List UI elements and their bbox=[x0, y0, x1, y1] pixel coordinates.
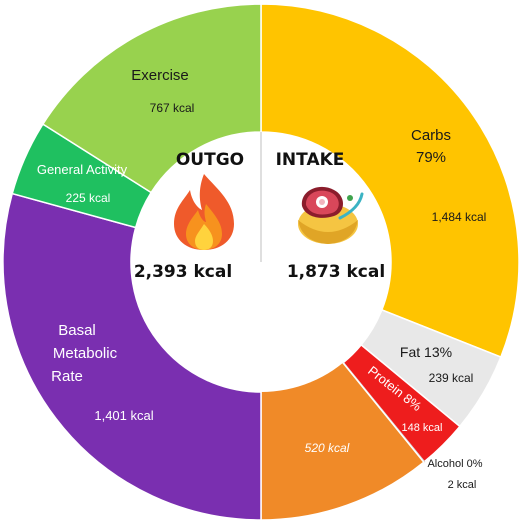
carbs-label: Carbs bbox=[411, 127, 451, 144]
meal-icon bbox=[298, 186, 364, 244]
exercise-value-label: 767 kcal bbox=[150, 101, 195, 115]
deficit-value-label: 520 kcal bbox=[305, 441, 350, 455]
exercise-label: Exercise bbox=[131, 67, 189, 84]
fat-label: Fat 13% bbox=[400, 344, 452, 360]
intake-title: INTAKE bbox=[276, 150, 345, 170]
carbs-value-label: 1,484 kcal bbox=[432, 210, 487, 224]
deficit-label: Deficit bbox=[278, 364, 321, 381]
protein-value-label: 148 kcal bbox=[402, 422, 443, 434]
alcohol-value-label: 2 kcal bbox=[448, 479, 477, 491]
intake-total: 1,873 kcal bbox=[287, 262, 385, 282]
general-activity-label: General Activity bbox=[37, 162, 128, 177]
bmr-value-label: 1,401 kcal bbox=[94, 408, 153, 423]
outgo-total: 2,393 kcal bbox=[134, 262, 232, 282]
carbs-percent-label: 79% bbox=[416, 149, 446, 166]
outgo-title: OUTGO bbox=[176, 150, 244, 170]
bmr-label-line1: Basal bbox=[58, 322, 96, 339]
general-activity-value-label: 225 kcal bbox=[66, 191, 111, 205]
bmr-label-line2: Metabolic bbox=[53, 345, 118, 362]
flame-icon bbox=[174, 174, 234, 250]
alcohol-label: Alcohol 0% bbox=[427, 458, 482, 470]
fat-value-label: 239 kcal bbox=[429, 371, 474, 385]
bmr-label-line3: Rate bbox=[51, 368, 83, 385]
